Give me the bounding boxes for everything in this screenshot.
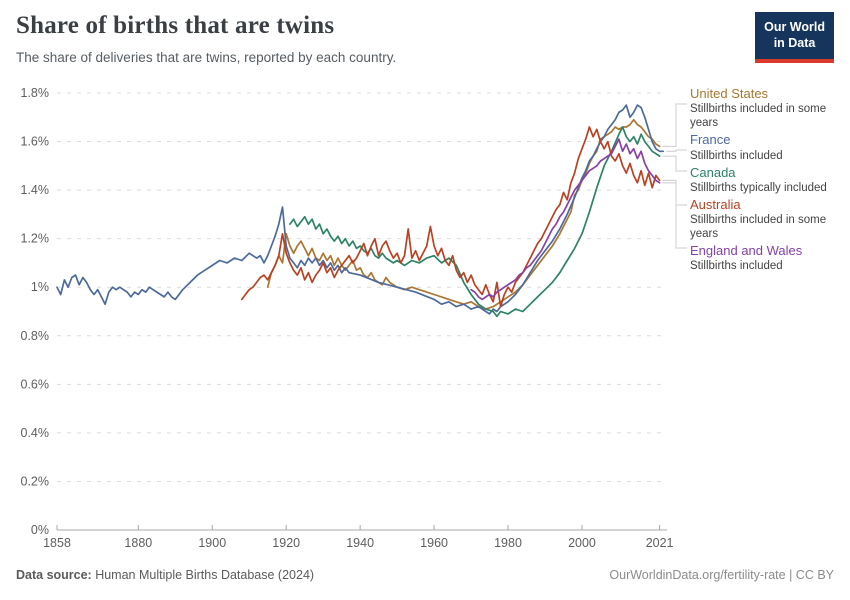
legend-label[interactable]: England and Wales [690, 243, 803, 259]
legend-connector [662, 155, 687, 172]
x-tick-label: 2021 [646, 536, 674, 550]
legend-item-france[interactable]: France Stillbirths included [690, 132, 845, 162]
y-tick-label: 1.4% [21, 183, 50, 197]
chart-header: Share of births that are twins The share… [16, 12, 834, 65]
y-tick-label: 0% [31, 523, 49, 537]
legend-connector [666, 149, 687, 152]
page-title: Share of births that are twins [16, 12, 335, 39]
line-canada[interactable] [289, 126, 661, 318]
x-tick-label: 1980 [494, 536, 522, 550]
x-tick-label: 1880 [124, 536, 152, 550]
line-chart[interactable]: 0% 0.2% 0.4% 0.6% 0.8% 1% 1.2% 1.4% 1.6% 1.8% 1858… [0, 84, 695, 564]
legend-item-australia[interactable]: Australia Stillbirths included in some y… [690, 197, 845, 241]
legend-label[interactable]: Australia [690, 196, 741, 212]
data-source-value: Human Multiple Births Database (2024) [91, 568, 315, 582]
legend-note: Stillbirths included [690, 149, 783, 162]
x-tick-label: 1858 [43, 536, 71, 550]
y-tick-label: 0.8% [21, 329, 50, 343]
legend-item-united-states[interactable]: United States Stillbirths included in so… [690, 86, 845, 130]
y-tick-label: 1.8% [21, 86, 50, 100]
y-tick-label: 0.2% [21, 474, 50, 488]
y-tick-label: 1.2% [21, 232, 50, 246]
y-tick-label: 0.6% [21, 377, 50, 391]
x-tick-label: 1960 [420, 536, 448, 550]
legend-note: Stillbirths included in some years [690, 214, 827, 241]
y-tick-label: 0.4% [21, 426, 50, 440]
legend-label[interactable]: France [690, 132, 731, 148]
legend-connector [662, 179, 687, 206]
owid-logo-line1: Our World [764, 20, 825, 34]
data-source: Data source: Human Multiple Births Datab… [16, 568, 314, 582]
legend-label[interactable]: United States [690, 86, 769, 101]
x-tick-label: 2000 [568, 536, 596, 550]
legend-item-england-and-wales[interactable]: England and Wales Stillbirths included [690, 243, 845, 273]
x-tick-label: 1920 [272, 536, 300, 550]
owid-logo-line2: in Data [773, 36, 816, 51]
legend-note: Stillbirths typically included [690, 181, 827, 194]
credit-link[interactable]: OurWorldinData.org/fertility-rate | CC B… [609, 568, 834, 582]
legend-connector [662, 182, 687, 249]
data-source-label: Data source: [16, 568, 92, 582]
y-tick-label: 1% [31, 280, 49, 294]
x-tick-label: 1900 [198, 536, 226, 550]
owid-logo: Our World in Data [755, 12, 834, 63]
legend-note: Stillbirths included [690, 260, 783, 273]
legend-note: Stillbirths included in some years [690, 103, 827, 130]
line-united-states[interactable] [266, 118, 661, 310]
line-england-and-wales[interactable] [470, 138, 661, 301]
y-tick-label: 1.6% [21, 135, 50, 149]
legend-connector [662, 103, 687, 147]
line-france[interactable] [56, 104, 665, 315]
line-australia[interactable] [240, 126, 661, 308]
chart-footer: Data source: Human Multiple Births Datab… [16, 568, 834, 582]
x-tick-label: 1940 [346, 536, 374, 550]
chart-subtitle: The share of deliveries that are twins, … [16, 50, 397, 65]
legend-label[interactable]: Canada [690, 164, 736, 180]
legend-item-canada[interactable]: Canada Stillbirths typically included [690, 165, 845, 195]
chart-legend: United States Stillbirths included in so… [690, 86, 845, 275]
